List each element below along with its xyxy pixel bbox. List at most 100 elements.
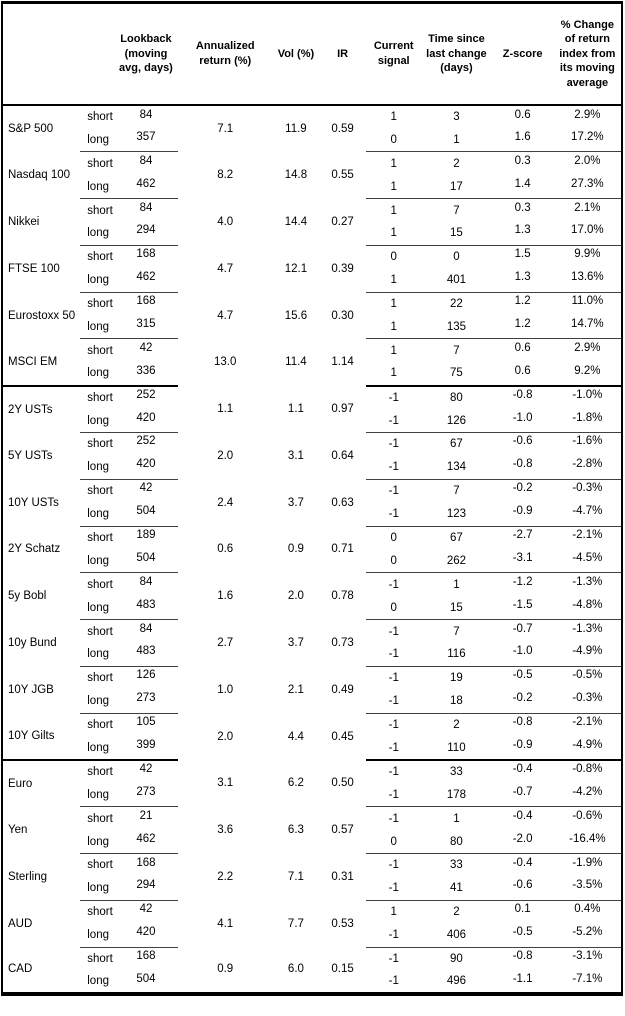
ir-value: 0.64 — [319, 432, 367, 480]
lookback-value: 168 — [114, 853, 178, 877]
pct-change-value: -0.5% — [553, 666, 622, 690]
table-row-nasdaq-100-short: Nasdaq 100 short 84 8.2 14.8 0.55 1 2 0.3 2.0% — [2, 151, 622, 199]
pct-change-value: -4.9% — [553, 736, 622, 761]
vol-value: 12.1 — [272, 245, 319, 293]
zscore-value: -0.8 — [491, 385, 554, 410]
current-signal-value: 0 — [366, 128, 422, 153]
lookback-value: 462 — [114, 175, 178, 200]
current-signal-value: -1 — [366, 502, 422, 527]
horizon-label-short: short — [80, 900, 115, 924]
lookback-value: 315 — [114, 315, 178, 340]
column-header-annualized-return: Annualized return (%) — [177, 2, 273, 106]
horizon-label-long: long — [80, 362, 115, 387]
days-since-change-value: 110 — [421, 736, 492, 761]
asset-name-cell: 2Y USTs — [2, 385, 81, 433]
table-row-s-p-500-long: long 357 0 1 1.6 17.2% — [2, 128, 622, 153]
lookback-value: 462 — [114, 830, 178, 855]
asset-name-cell: 5Y USTs — [2, 432, 81, 480]
vol-value: 14.8 — [272, 151, 319, 199]
ir-value: 0.50 — [319, 759, 367, 807]
current-signal-value: -1 — [366, 689, 422, 714]
days-since-change-value: 0 — [421, 245, 492, 269]
asset-name-cell: 5y Bobl — [2, 572, 81, 620]
current-signal-value: -1 — [366, 736, 422, 761]
current-signal-value: 0 — [366, 245, 422, 269]
days-since-change-value: 123 — [421, 502, 492, 527]
lookback-value: 483 — [114, 596, 178, 621]
pct-change-value: -3.5% — [553, 876, 622, 901]
current-signal-value: -1 — [366, 642, 422, 667]
horizon-label-short: short — [80, 526, 115, 550]
zscore-value: -2.0 — [491, 830, 554, 855]
asset-name-cell: Euro — [2, 759, 81, 807]
lookback-value: 42 — [114, 759, 178, 784]
asset-name-cell: 10Y JGB — [2, 666, 81, 714]
annualized-return-value: 1.6 — [177, 572, 273, 620]
table-row-sterling-long: long 294 -1 41 -0.6 -3.5% — [2, 876, 622, 901]
horizon-label-long: long — [80, 596, 115, 621]
days-since-change-value: 15 — [421, 596, 492, 621]
zscore-value: 1.3 — [491, 268, 554, 293]
vol-value: 6.3 — [272, 806, 319, 854]
pct-change-value: -2.8% — [553, 455, 622, 480]
table-row-cad-short: CAD short 168 0.9 6.0 0.15 -1 90 -0.8 -3.1% — [2, 947, 622, 994]
ir-value: 0.78 — [319, 572, 367, 620]
asset-name-cell: S&P 500 — [2, 105, 81, 152]
lookback-value: 336 — [114, 362, 178, 387]
annualized-return-value: 3.6 — [177, 806, 273, 854]
zscore-value: -1.0 — [491, 409, 554, 433]
current-signal-value: -1 — [366, 783, 422, 808]
vol-value: 14.4 — [272, 198, 319, 246]
current-signal-value: -1 — [366, 479, 422, 503]
asset-name-cell: CAD — [2, 947, 81, 994]
zscore-value: -0.9 — [491, 736, 554, 761]
days-since-change-value: 2 — [421, 151, 492, 176]
zscore-value: 1.2 — [491, 315, 554, 340]
current-signal-value: 1 — [366, 151, 422, 176]
days-since-change-value: 126 — [421, 409, 492, 433]
pct-change-value: -3.1% — [553, 947, 622, 971]
vol-value: 3.1 — [272, 432, 319, 480]
vol-value: 3.7 — [272, 479, 319, 527]
horizon-label-short: short — [80, 198, 115, 222]
days-since-change-value: 80 — [421, 830, 492, 855]
horizon-label-long: long — [80, 642, 115, 667]
lookback-value: 504 — [114, 549, 178, 574]
annualized-return-value: 2.0 — [177, 432, 273, 480]
pct-change-value: -1.9% — [553, 853, 622, 877]
horizon-label-long: long — [80, 736, 115, 761]
table-row-sterling-short: Sterling short 168 2.2 7.1 0.31 -1 33 -0.4 -1.9% — [2, 853, 622, 901]
horizon-label-long: long — [80, 830, 115, 855]
current-signal-value: 1 — [366, 268, 422, 293]
zscore-value: 1.6 — [491, 128, 554, 153]
table-row-2y-usts-long: long 420 -1 126 -1.0 -1.8% — [2, 409, 622, 433]
days-since-change-value: 2 — [421, 713, 492, 737]
vol-value: 2.0 — [272, 572, 319, 620]
days-since-change-value: 134 — [421, 455, 492, 480]
lookback-value: 84 — [114, 151, 178, 176]
ir-value: 0.31 — [319, 853, 367, 901]
current-signal-value: -1 — [366, 385, 422, 410]
table-row-2y-usts-short: 2Y USTs short 252 1.1 1.1 0.97 -1 80 -0.8 -1.0% — [2, 385, 622, 433]
days-since-change-value: 7 — [421, 619, 492, 643]
days-since-change-value: 2 — [421, 900, 492, 924]
ir-value: 0.15 — [319, 947, 367, 994]
horizon-label-short: short — [80, 619, 115, 643]
vol-value: 4.4 — [272, 713, 319, 760]
table-row-ftse-100-long: long 462 1 401 1.3 13.6% — [2, 268, 622, 293]
lookback-value: 84 — [114, 572, 178, 597]
horizon-label-short: short — [80, 759, 115, 784]
horizon-label-short: short — [80, 432, 115, 456]
zscore-value: -0.2 — [491, 689, 554, 714]
ir-value: 1.14 — [319, 338, 367, 386]
pct-change-value: 17.2% — [553, 128, 622, 153]
pct-change-value: -0.3% — [553, 479, 622, 503]
pct-change-value: 13.6% — [553, 268, 622, 293]
lookback-value: 420 — [114, 409, 178, 433]
annualized-return-value: 1.1 — [177, 385, 273, 433]
annualized-return-value: 4.0 — [177, 198, 273, 246]
ir-value: 0.97 — [319, 385, 367, 433]
pct-change-value: -2.1% — [553, 713, 622, 737]
momentum-signals-table: Lookback (moving avg, days) Annualized r… — [1, 1, 623, 996]
asset-name-cell: 10Y Gilts — [2, 713, 81, 761]
